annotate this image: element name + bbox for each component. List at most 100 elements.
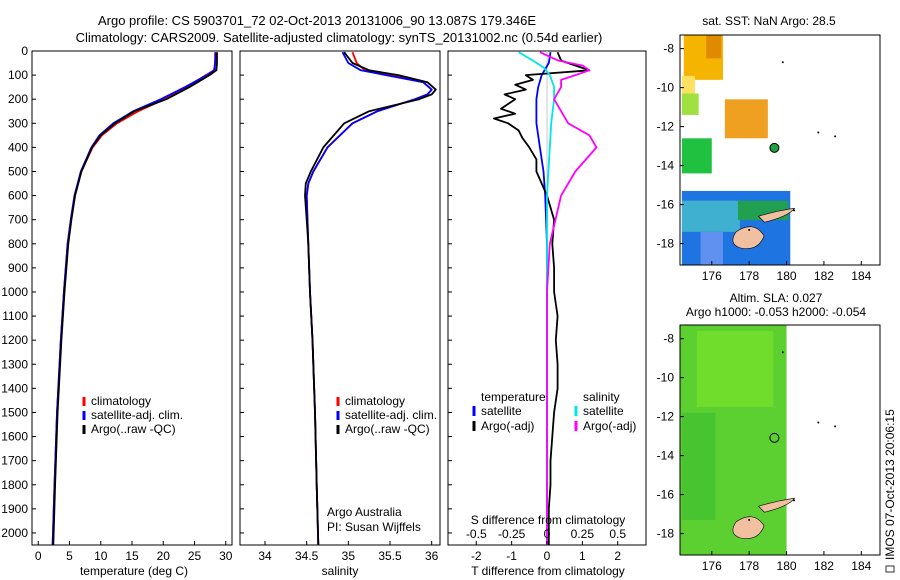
depth-tick-label: 900 [8, 261, 28, 275]
map-x-tick-label: 176 [702, 269, 722, 283]
depth-tick-label: 1400 [1, 381, 28, 395]
legend-t-argo: Argo(-adj) [481, 419, 534, 433]
sla-patch [696, 330, 774, 407]
imos-stamp: IMOS 07-Oct-2013 20:06:15 [883, 409, 897, 573]
sst-pixel-block [700, 231, 723, 265]
islet-dot [781, 61, 784, 64]
x-tick-label: 1 [579, 549, 586, 563]
map-y-tick-label: -8 [663, 332, 674, 346]
argo-position-marker [769, 432, 780, 443]
legend-climatology: climatology [345, 394, 405, 408]
depth-tick-label: 1600 [1, 430, 28, 444]
sst-pixel-block [706, 35, 722, 59]
islet-dot [834, 135, 837, 138]
map-x-tick-label: 176 [702, 559, 722, 573]
depth-tick-label: 1000 [1, 285, 28, 299]
x-tick-label: 36 [425, 549, 439, 563]
timestamp-footer: IMOS 07-Oct-2013 20:06:15 [883, 409, 897, 560]
map-x-tick-label: 182 [814, 269, 834, 283]
annotation-line1: Argo Australia [327, 505, 402, 519]
sst-pixel-block [681, 75, 695, 98]
island-viti-levu [732, 516, 765, 539]
map-y-tick-label: -8 [663, 42, 674, 56]
island-viti-levu [732, 226, 765, 249]
x-tick-label: 0 [35, 549, 42, 563]
islet-dot [793, 209, 796, 212]
header-title: Argo profile: CS 5903701_72 02-Oct-2013 … [98, 13, 536, 28]
sla-map-panel: Altim. SLA: 0.027 Argo h1000: -0.053 h20… [657, 291, 881, 573]
temperature-profile-panel: 0100200300400500600700800900100011001200… [1, 44, 232, 578]
series-line-3 [304, 51, 437, 546]
depth-tick-label: 1500 [1, 405, 28, 419]
islet-dot [817, 131, 820, 134]
islet-dot [781, 351, 784, 354]
x-tick-label: 25 [188, 549, 202, 563]
map-y-tick-label: -16 [657, 198, 675, 212]
depth-tick-label: 1100 [2, 309, 28, 323]
depth-tick-label: 300 [8, 116, 28, 130]
sla-patch [681, 412, 716, 520]
map-x-tick-label: 178 [739, 559, 759, 573]
depth-tick-label: 700 [8, 213, 28, 227]
x-tick-label-top: -0.25 [498, 527, 526, 541]
legend-argo: Argo(..raw -QC) [345, 422, 430, 436]
map-y-tick-label: -10 [657, 371, 675, 385]
depth-tick-label: 1800 [1, 478, 28, 492]
x-tick-label: 0 [544, 549, 551, 563]
map-x-tick-label: 180 [777, 269, 797, 283]
legend-argo: Argo(..raw -QC) [91, 422, 176, 436]
x-tick-label: 5 [66, 549, 73, 563]
x-tick-label-top: 0 [544, 527, 551, 541]
x-tick-label: 30 [219, 549, 233, 563]
x-tick-label: 2 [614, 549, 621, 563]
sst-pixel-block [681, 93, 699, 115]
map-x-tick-label: 178 [739, 269, 759, 283]
s-difference-label: S difference from climatology [471, 513, 626, 527]
x-tick-label-top: 0.5 [609, 527, 626, 541]
depth-tick-label: 200 [8, 92, 28, 106]
islet-dot [793, 499, 796, 502]
x-tick-label: -1 [506, 549, 517, 563]
salinity-legend: climatology satellite-adj. clim. Argo(..… [336, 394, 437, 436]
argo-position-marker [769, 142, 780, 153]
islet-dot [748, 228, 751, 231]
map-y-tick-label: -18 [657, 237, 675, 251]
sst-pixel-block [681, 200, 740, 232]
depth-tick-label: 2000 [1, 526, 28, 540]
temperature-legend: climatology satellite-adj. clim. Argo(..… [82, 394, 183, 436]
map-y-tick-label: -14 [657, 449, 675, 463]
depth-tick-label: 0 [21, 44, 28, 58]
map-y-tick-label: -10 [657, 81, 675, 95]
x-tick-label: 35 [342, 549, 356, 563]
annotation-line2: PI: Susan Wijffels [327, 520, 421, 534]
x-tick-label: -2 [471, 549, 482, 563]
x-tick-label: 34 [258, 549, 272, 563]
x-tick-label-top: 0.25 [571, 527, 595, 541]
island-vanua-levu [757, 207, 796, 223]
depth-tick-label: 800 [8, 237, 28, 251]
sst-pixel-block [681, 138, 712, 174]
islet-dot [834, 425, 837, 428]
header-subtitle: Climatology: CARS2009. Satellite-adjuste… [76, 30, 603, 45]
sst-map-panel: sat. SST: NaN Argo: 28.5 176 178 180 182 184… [657, 14, 881, 283]
depth-tick-label: 100 [8, 68, 28, 82]
legend-climatology: climatology [91, 394, 151, 408]
x-tick-label-top: -0.5 [466, 527, 487, 541]
series-line-4 [539, 51, 598, 545]
islet-dot [817, 421, 820, 424]
salinity-profile-panel: 34 34.5 35 35.5 36 salinity climatology sate… [239, 50, 441, 578]
depth-tick-label: 600 [8, 189, 28, 203]
depth-tick-label: 500 [8, 164, 28, 178]
map-y-tick-label: -16 [657, 488, 675, 502]
salinity-xlabel: salinity [322, 564, 359, 578]
map-x-tick-label: 184 [851, 269, 871, 283]
x-tick-label: 35.5 [378, 549, 402, 563]
depth-tick-label: 400 [8, 140, 28, 154]
x-tick-label: 34.5 [295, 549, 319, 563]
island-vanua-levu [757, 497, 796, 513]
depth-tick-label: 1700 [1, 454, 28, 468]
depth-tick-label: 1300 [1, 357, 28, 371]
sla-map-title-line1: Altim. SLA: 0.027 [730, 291, 823, 305]
map-y-tick-label: -14 [657, 159, 675, 173]
